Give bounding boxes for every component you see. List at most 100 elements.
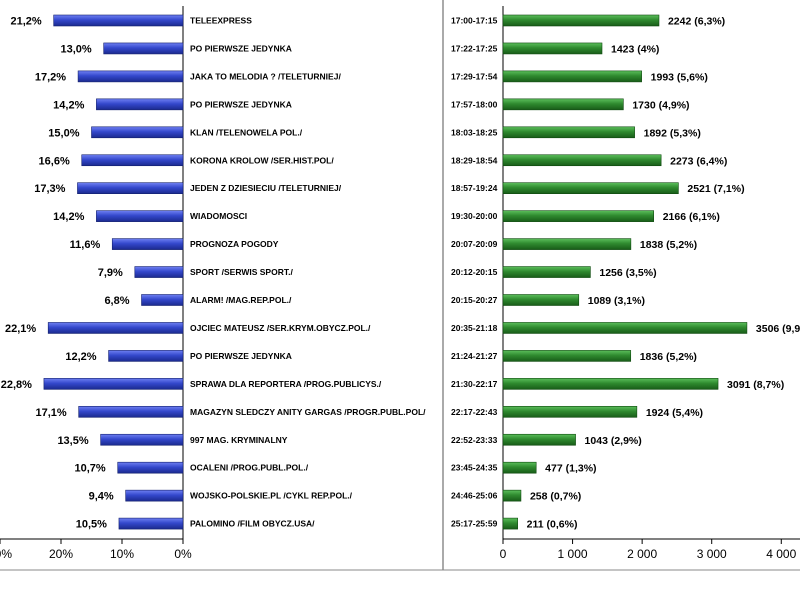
share-value-label: 22,1% [5, 323, 36, 335]
time-slot-label: 17:00-17:15 [451, 16, 498, 26]
programme-label: MAGAZYN SLEDCZY ANITY GARGAS /PROGR.PUBL… [190, 407, 426, 417]
time-slot-label: 17:29-17:54 [451, 71, 498, 81]
share-value-label: 21,2% [10, 16, 41, 28]
share-value-label: 7,9% [98, 267, 123, 279]
viewers-bar [502, 98, 624, 111]
time-slot-label: 20:35-21:18 [451, 323, 498, 333]
time-slot-label: 23:45-24:35 [451, 463, 498, 473]
share-value-label: 16,6% [39, 155, 70, 167]
share-bar [96, 98, 184, 111]
time-slot-label: 20:15-20:27 [451, 295, 498, 305]
share-value-label: 15,0% [48, 127, 79, 139]
viewers-value-label: 2273 (6,4%) [670, 155, 727, 167]
viewers-bar [502, 210, 654, 222]
viewers-value-label: 1423 (4%) [611, 43, 659, 55]
share-value-label: 14,2% [53, 211, 84, 223]
share-bar [43, 378, 184, 390]
programme-label: KLAN /TELENOWELA POL./ [190, 127, 303, 137]
share-value-label: 17,1% [35, 407, 66, 419]
viewers-bar [502, 42, 603, 55]
viewers-bar [502, 350, 632, 362]
viewers-value-label: 258 (0,7%) [530, 491, 581, 503]
viewers-bar [502, 322, 748, 334]
viewers-value-label: 3091 (8,7%) [727, 379, 784, 391]
programme-label: PO PIERWSZE JEDYNKA [190, 43, 292, 53]
share-panel: 21,2% TELEEXPRESS 13,0% PO PIERWSZE JEDYNKA… [0, 14, 426, 561]
share-bar [91, 126, 184, 139]
viewers-bar [502, 266, 591, 278]
viewers-bar [502, 378, 719, 390]
time-slot-label: 21:30-22:17 [451, 379, 498, 389]
share-value-label: 17,2% [35, 71, 66, 83]
viewers-value-label: 1993 (5,6%) [651, 71, 708, 83]
viewers-tick-label: 1 000 [558, 547, 588, 561]
viewers-value-label: 1256 (3,5%) [599, 267, 656, 279]
programme-label: SPORT /SERWIS SPORT./ [190, 267, 293, 277]
share-value-label: 9,4% [89, 491, 114, 503]
viewers-value-label: 1730 (4,9%) [632, 99, 689, 111]
share-bar [117, 461, 184, 474]
share-bar [53, 14, 184, 27]
share-value-label: 12,2% [65, 351, 96, 363]
time-slot-label: 18:03-18:25 [451, 127, 498, 137]
viewers-value-label: 2242 (6,3%) [668, 16, 725, 28]
share-bar [103, 42, 184, 55]
time-slot-label: 19:30-20:00 [451, 211, 498, 221]
viewers-bar [502, 517, 518, 530]
programme-label: WIADOMOSCI [190, 211, 247, 221]
share-tick-label: 20% [49, 547, 73, 561]
time-slot-label: 22:52-23:33 [451, 435, 498, 445]
time-slot-label: 20:07-20:09 [451, 239, 498, 249]
share-value-label: 10,5% [76, 519, 107, 531]
viewers-bar [502, 126, 635, 139]
viewers-bar [502, 294, 580, 306]
viewers-tick-label: 2 000 [627, 547, 657, 561]
time-slot-label: 18:57-19:24 [451, 183, 498, 193]
viewers-value-label: 3506 (9,9%) [756, 323, 800, 335]
share-value-label: 17,3% [34, 183, 65, 195]
programme-label: TELEEXPRESS [190, 16, 252, 26]
viewers-bar [502, 433, 576, 446]
share-bar [47, 322, 184, 334]
programme-label: PO PIERWSZE JEDYNKA [190, 351, 292, 361]
time-slot-label: 20:12-20:15 [451, 267, 498, 277]
viewers-bar [502, 238, 632, 250]
share-tick-label: 0% [174, 547, 192, 561]
viewers-bar [502, 489, 522, 502]
viewers-bar [502, 70, 642, 83]
share-bar [134, 266, 184, 278]
share-bar [77, 70, 184, 83]
viewers-tick-label: 4 000 [766, 547, 796, 561]
share-value-label: 13,5% [57, 435, 88, 447]
viewers-panel: 2242 (6,3%) 17:00-17:15 1423 (4%) 17:22-17:… [451, 14, 800, 561]
viewers-bar [502, 14, 660, 27]
share-tick-label: 10% [110, 547, 134, 561]
viewers-tick-label: 0 [500, 547, 507, 561]
viewers-value-label: 1836 (5,2%) [640, 351, 697, 363]
time-slot-label: 22:17-22:43 [451, 407, 498, 417]
programme-label: 997 MAG. KRYMINALNY [190, 435, 288, 445]
programme-label: OJCIEC MATEUSZ /SER.KRYM.OBYCZ.POL./ [190, 323, 371, 333]
viewers-bar [502, 182, 679, 194]
programme-label: ALARM! /MAG.REP.POL./ [190, 295, 292, 305]
share-bar [141, 294, 184, 306]
share-bar [96, 210, 184, 222]
share-bar [118, 517, 184, 530]
share-value-label: 11,6% [70, 239, 101, 251]
time-slot-label: 18:29-18:54 [451, 155, 498, 165]
share-value-label: 22,8% [1, 379, 32, 391]
viewers-bar [502, 154, 662, 167]
viewers-value-label: 2166 (6,1%) [663, 211, 720, 223]
time-slot-label: 17:22-17:25 [451, 43, 498, 53]
viewers-bar [502, 461, 537, 474]
share-value-label: 14,2% [53, 99, 84, 111]
share-value-label: 6,8% [104, 295, 129, 307]
time-slot-label: 24:46-25:06 [451, 491, 498, 501]
share-value-label: 10,7% [75, 463, 106, 475]
viewers-tick-label: 3 000 [697, 547, 727, 561]
viewers-value-label: 211 (0,6%) [527, 519, 578, 531]
share-bar [78, 405, 184, 418]
viewers-value-label: 2521 (7,1%) [687, 183, 744, 195]
share-bar [77, 182, 184, 194]
